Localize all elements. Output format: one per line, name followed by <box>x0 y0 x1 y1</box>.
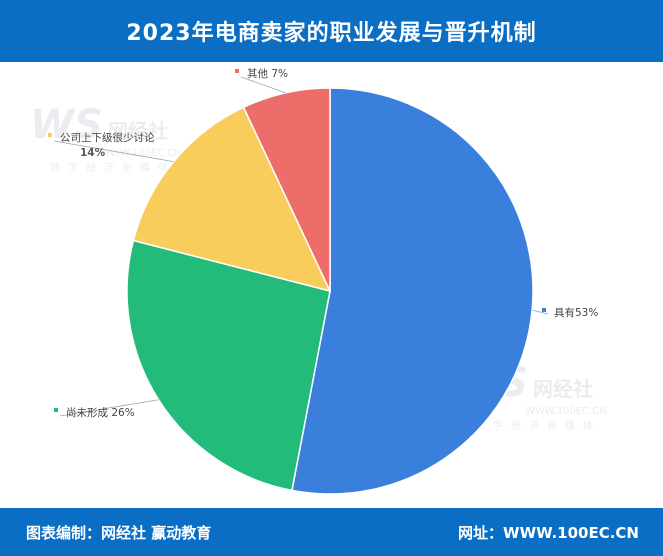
watermark-logo: WS <box>30 102 103 148</box>
footer-site: 网址：WWW.100EC.CN <box>458 524 639 542</box>
footer: 图表编制：网经社 赢动教育 网址：WWW.100EC.CN <box>0 508 663 556</box>
data-label-value: 14% <box>80 147 106 159</box>
data-label: 具有53% <box>554 306 598 319</box>
leader-line <box>240 76 286 94</box>
leader-line <box>59 399 159 417</box>
data-label: 尚未形成 26% <box>66 406 135 419</box>
watermark-domain: WWW.100EC.CN <box>100 148 182 159</box>
label-marker <box>54 408 58 412</box>
chart-title: 2023年电商卖家的职业发展与晋升机制 <box>0 0 663 62</box>
watermark-name: 网经社 <box>533 377 594 401</box>
pie-slice <box>132 106 332 293</box>
data-label: 公司上下级很少讨论 <box>60 131 155 144</box>
pie-chart: 具有53% 尚未形成 26% 公司上下级很少讨论 14% 其他 7% <box>48 67 598 495</box>
footer-credit: 图表编制：网经社 赢动教育 <box>26 524 212 542</box>
leader-line <box>53 140 174 162</box>
watermark-tagline: 数字经济新媒体 <box>50 163 176 174</box>
label-marker <box>235 69 239 73</box>
chart-area: WS 网经社 WWW.100EC.CN 数字经济新媒体 WS 网经社 WWW.1… <box>0 62 663 506</box>
label-marker <box>48 133 52 137</box>
watermark-tagline: 数字经济新媒体 <box>475 421 601 432</box>
watermark-name: 网经社 <box>108 119 169 143</box>
pie-slice <box>126 239 331 492</box>
leader-line <box>532 309 549 315</box>
watermark-domain: WWW.100EC.CN <box>525 406 607 417</box>
label-marker <box>542 308 546 312</box>
data-label: 其他 7% <box>247 67 288 80</box>
watermark-top-left: WS 网经社 WWW.100EC.CN 数字经济新媒体 <box>30 102 182 174</box>
pie-slice <box>242 87 331 292</box>
pie-slice <box>291 87 534 495</box>
